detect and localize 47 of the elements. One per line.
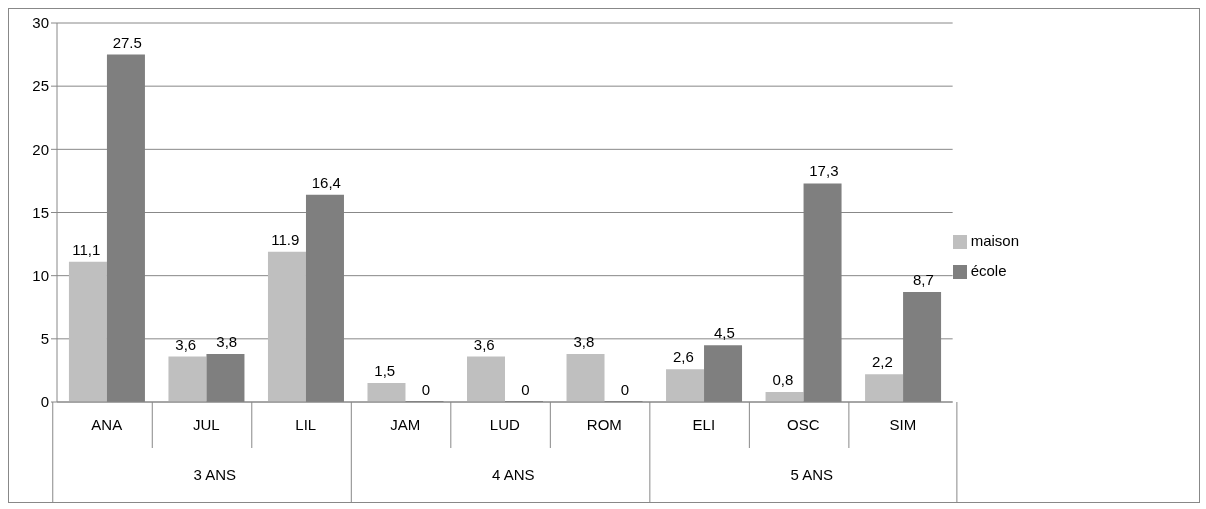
data-label: 27.5	[112, 33, 142, 51]
legend-label: maison	[970, 231, 1019, 249]
x-tick-label: OSC	[787, 416, 820, 433]
legend-label: école	[970, 261, 1007, 279]
text: 4 ANS	[492, 466, 535, 483]
x-tick-label: ELI	[692, 416, 716, 433]
data-label: 3,8	[216, 332, 238, 350]
x-tick-label: SIM	[889, 416, 917, 433]
x-tick-label: JAM	[390, 416, 421, 433]
text: 5 ANS	[790, 466, 834, 483]
data-label: 11.9	[271, 230, 300, 248]
bar	[566, 353, 605, 402]
y-tick-label: 30	[32, 14, 49, 32]
data-label: 3,6	[473, 335, 495, 353]
data-label: 17,3	[809, 162, 839, 180]
data-label: 0,8	[772, 370, 794, 388]
data-label: 2,6	[672, 348, 694, 366]
y-tick-label: 0	[40, 393, 49, 411]
bar	[168, 356, 207, 402]
text: 3 ANS	[193, 466, 237, 483]
x-tick-label: ROM	[586, 416, 622, 433]
data-label: 0	[620, 381, 630, 398]
data-label: 0	[421, 381, 430, 398]
data-label: 1,5	[374, 362, 396, 380]
data-label: 3,6	[175, 335, 197, 353]
y-tick-label: 25	[32, 77, 49, 95]
y-tick-label: 15	[32, 203, 49, 221]
data-label: 11,1	[72, 240, 101, 258]
y-tick-label: 5	[40, 330, 49, 348]
data-label: 4,5	[713, 324, 735, 342]
bar	[467, 356, 505, 402]
data-label: 2,2	[871, 353, 893, 371]
x-tick-label: JUL	[192, 416, 220, 433]
x-tick-label: LUD	[489, 416, 520, 433]
x-tick-label: LIL	[295, 416, 317, 433]
data-label: 8,7	[912, 271, 934, 289]
data-label: 16,4	[311, 173, 341, 191]
bar	[666, 369, 705, 402]
y-tick-label: 10	[32, 266, 49, 284]
data-label: 0	[521, 381, 530, 398]
y-tick-label: 20	[32, 140, 49, 158]
bar	[865, 374, 904, 402]
bar	[367, 383, 406, 402]
bar	[68, 261, 107, 402]
bar	[267, 251, 306, 402]
data-label: 3,8	[573, 332, 595, 350]
x-tick-label: ANA	[91, 416, 123, 433]
